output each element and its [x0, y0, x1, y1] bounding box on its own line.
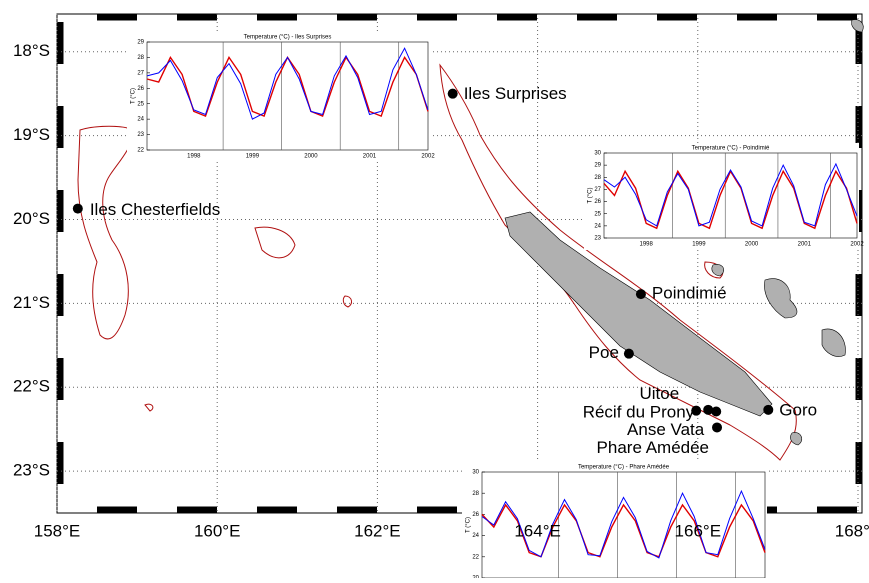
- y-tick-label: 27: [137, 70, 144, 76]
- y-tick-label: 29: [594, 163, 601, 169]
- reef-patch: [254, 226, 296, 259]
- y-tick-label: 26: [137, 86, 144, 92]
- site-marker: [447, 88, 458, 99]
- inset-plot-area: [146, 41, 429, 151]
- island-mare: [821, 328, 846, 357]
- site-label: Poe: [589, 343, 619, 362]
- inset-title: Temperature (°C) - Iles Surprises: [244, 35, 332, 41]
- inset-plot-area: [603, 152, 858, 239]
- y-tick-label: 24: [472, 533, 479, 539]
- y-tick-label: 28: [137, 55, 144, 61]
- island-ne: [851, 19, 864, 33]
- x-tick-label: 1998: [639, 242, 653, 248]
- x-tick-label: 162°E: [354, 521, 401, 540]
- inset-chart: Temperature (°C) - Poindimié T (°C) 23 24 25…: [584, 143, 864, 250]
- y-tick-label: 28: [594, 175, 601, 181]
- y-tick-label: 25: [137, 101, 144, 107]
- main-lagoon: [439, 63, 797, 461]
- frame-border: [56, 13, 863, 514]
- site-label: Anse Vata: [627, 420, 705, 439]
- island-ouvea: [711, 264, 724, 277]
- x-tick-label: 1999: [692, 242, 706, 248]
- y-tick-label: 26: [594, 199, 601, 205]
- series-line: [603, 169, 858, 230]
- y-tick-label: 22: [472, 554, 479, 560]
- x-tick-label: 1998: [187, 154, 201, 160]
- y-tick-label: 30: [594, 151, 601, 157]
- site-label: Phare Amédée: [597, 438, 709, 457]
- y-tick-label: 24: [594, 223, 601, 229]
- inset-plot-area: [481, 471, 766, 579]
- site-marker: [703, 404, 714, 415]
- site-marker: [623, 348, 634, 359]
- inset-y-label: T (°C): [588, 188, 594, 204]
- y-tick-label: 25: [594, 211, 601, 217]
- x-tick-label: 168°E: [835, 521, 869, 540]
- y-tick-label: 26: [472, 512, 479, 518]
- reef-patch: [342, 295, 353, 308]
- x-tick-label: 2000: [304, 154, 318, 160]
- x-tick-label: 158°E: [34, 521, 81, 540]
- island-lifou: [764, 278, 798, 319]
- sites: Iles Chesterfields Iles Surprises Poindimi…: [72, 84, 817, 457]
- site-marker: [712, 422, 723, 433]
- map-frame: [56, 13, 863, 514]
- site-label: Uitoe: [640, 384, 680, 403]
- inset-title: Temperature (°C) - Poindimié: [692, 146, 770, 152]
- x-tick-label: 166°E: [675, 521, 722, 540]
- y-tick-label: 23: [594, 236, 601, 242]
- inset-y-label: T (°C): [131, 88, 137, 104]
- site-label: Iles Chesterfields: [90, 200, 220, 219]
- site-label: Récif du Prony: [583, 402, 695, 421]
- site-label: Goro: [779, 400, 817, 419]
- site-marker: [635, 289, 646, 300]
- y-tick-label: 23°S: [13, 461, 50, 480]
- y-tick-label: 20°S: [13, 209, 50, 228]
- site-marker: [711, 406, 722, 417]
- series-line: [146, 47, 429, 120]
- inset-y-label: T (°C): [466, 517, 472, 533]
- reef-patch: [704, 261, 724, 279]
- land: [504, 19, 864, 446]
- site-marker: [763, 404, 774, 415]
- series-line: [481, 503, 766, 558]
- y-tick-label: 29: [137, 40, 144, 46]
- y-tick-label: 24: [137, 117, 144, 123]
- site-marker: [72, 203, 83, 214]
- x-tick-label: 2001: [363, 154, 377, 160]
- x-tick-label: 164°E: [514, 521, 561, 540]
- series-line: [481, 489, 766, 559]
- y-tick-label: 23: [137, 132, 144, 138]
- isle-of-pines: [790, 432, 803, 446]
- y-tick-label: 22°S: [13, 377, 50, 396]
- y-tick-label: 22: [137, 148, 144, 154]
- y-tick-label: 30: [472, 470, 479, 476]
- y-tick-label: 21°S: [13, 293, 50, 312]
- x-tick-label: 2001: [798, 242, 812, 248]
- site-label: Iles Surprises: [464, 84, 567, 103]
- x-tick-label: 2002: [421, 154, 435, 160]
- reef-patch: [144, 403, 154, 412]
- x-tick-label: 2002: [850, 242, 864, 248]
- series-line: [603, 162, 858, 227]
- site-label: Poindimié: [652, 284, 727, 303]
- x-tick-label: 2000: [745, 242, 759, 248]
- inset-title: Temperature (°C) - Phare Amédée: [578, 465, 670, 471]
- y-tick-label: 19°S: [13, 125, 50, 144]
- y-tick-label: 27: [594, 187, 601, 193]
- y-tick-label: 28: [472, 491, 479, 497]
- site-marker: [691, 405, 702, 416]
- grande-terre: [504, 211, 773, 417]
- x-tick-label: 1999: [246, 154, 260, 160]
- y-tick-label: 18°S: [13, 41, 50, 60]
- x-tick-label: 160°E: [194, 521, 241, 540]
